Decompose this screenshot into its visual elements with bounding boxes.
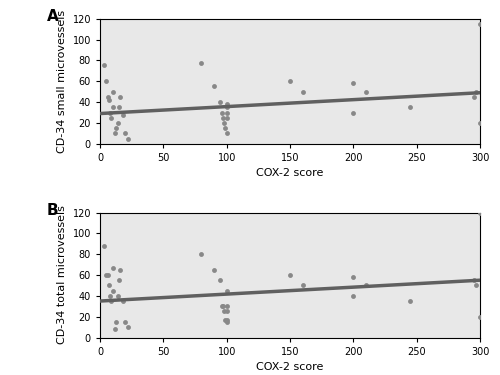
Point xyxy=(472,282,480,288)
Point xyxy=(476,314,484,320)
Point xyxy=(219,115,227,121)
Point xyxy=(216,99,224,105)
Point xyxy=(124,324,132,330)
Point xyxy=(108,265,116,271)
Point xyxy=(222,115,230,121)
Point xyxy=(222,317,230,323)
Point xyxy=(105,282,113,288)
Point xyxy=(219,303,227,309)
Point xyxy=(111,326,119,332)
Point xyxy=(222,110,230,116)
Point xyxy=(362,282,370,288)
Point xyxy=(472,88,480,94)
Point xyxy=(222,104,230,110)
Point xyxy=(124,135,132,141)
Point xyxy=(119,298,127,304)
Point xyxy=(108,288,116,294)
Point xyxy=(222,130,230,136)
Point xyxy=(220,120,228,126)
Point xyxy=(108,104,116,110)
Point xyxy=(220,309,228,315)
Point xyxy=(218,110,226,116)
Point xyxy=(210,267,218,273)
Point xyxy=(116,94,124,100)
Point xyxy=(104,272,112,278)
Point xyxy=(116,267,124,273)
Point xyxy=(104,94,112,100)
Point xyxy=(114,293,122,299)
Point xyxy=(122,130,130,136)
Point xyxy=(470,94,478,100)
Y-axis label: CD-34 small microvessels: CD-34 small microvessels xyxy=(57,10,67,153)
Point xyxy=(115,277,123,283)
Point xyxy=(350,293,358,299)
Point xyxy=(222,317,230,323)
X-axis label: COX-2 score: COX-2 score xyxy=(256,362,324,372)
Point xyxy=(111,130,119,136)
Point xyxy=(102,78,110,84)
Point xyxy=(100,243,108,249)
Point xyxy=(298,88,306,94)
X-axis label: COX-2 score: COX-2 score xyxy=(256,168,324,178)
Point xyxy=(115,104,123,110)
Point xyxy=(198,60,205,66)
Point xyxy=(108,88,116,94)
Point xyxy=(100,62,108,68)
Point xyxy=(105,97,113,103)
Point xyxy=(112,319,120,325)
Point xyxy=(112,125,120,131)
Point xyxy=(198,251,205,257)
Point xyxy=(476,210,484,216)
Point xyxy=(286,78,294,84)
Text: A: A xyxy=(47,9,58,24)
Point xyxy=(222,125,230,131)
Point xyxy=(218,303,226,309)
Point xyxy=(222,101,230,107)
Point xyxy=(362,88,370,94)
Point xyxy=(470,277,478,283)
Point xyxy=(350,110,358,116)
Point xyxy=(114,120,122,126)
Text: B: B xyxy=(47,202,58,217)
Point xyxy=(222,319,230,325)
Point xyxy=(119,112,127,118)
Point xyxy=(102,272,110,278)
Point xyxy=(108,298,116,304)
Point xyxy=(106,293,114,299)
Point xyxy=(406,104,414,110)
Point xyxy=(222,309,230,315)
Point xyxy=(106,110,114,116)
Point xyxy=(286,272,294,278)
Point xyxy=(222,288,230,294)
Point xyxy=(406,298,414,304)
Point xyxy=(108,115,116,121)
Y-axis label: CD-34 total microvessels: CD-34 total microvessels xyxy=(57,206,67,345)
Point xyxy=(476,21,484,27)
Point xyxy=(210,84,218,90)
Point xyxy=(122,319,130,325)
Point xyxy=(298,282,306,288)
Point xyxy=(476,120,484,126)
Point xyxy=(222,303,230,309)
Point xyxy=(350,274,358,280)
Point xyxy=(350,80,358,86)
Point xyxy=(216,277,224,283)
